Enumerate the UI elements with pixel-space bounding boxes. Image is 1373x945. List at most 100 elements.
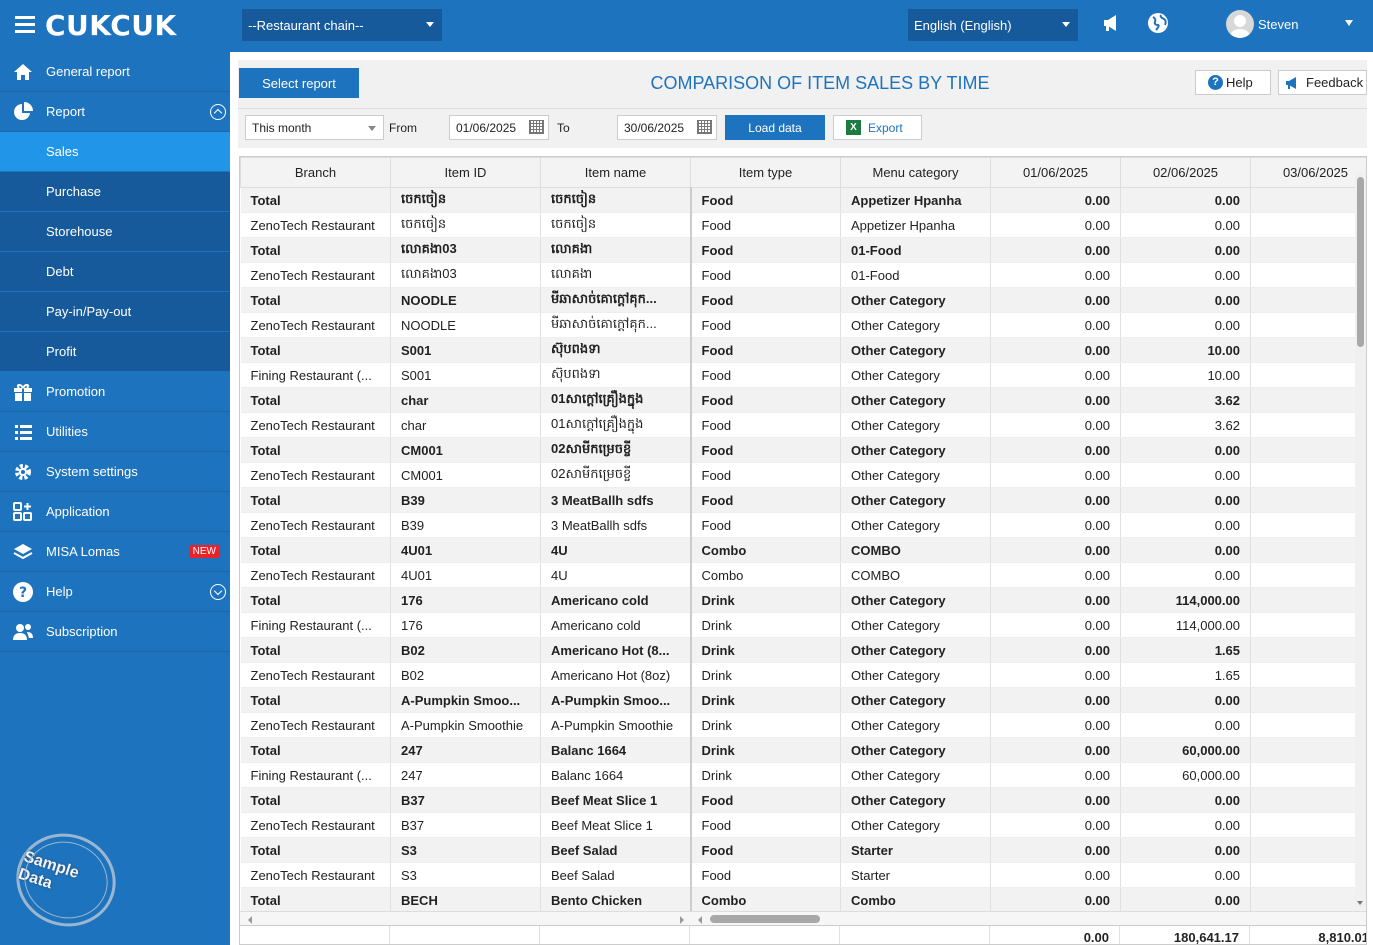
vertical-scrollbar[interactable]	[1355, 172, 1366, 907]
table-row[interactable]: ZenoTech Restaurant B39 3 MeatBallh sdfs Fo…	[240, 512, 1366, 538]
table-row[interactable]: ZenoTech Restaurant char 01សាក្តៅគ្រឿងក្នុ…	[240, 412, 1366, 438]
chevron-down-icon[interactable]	[1345, 20, 1353, 26]
column-header[interactable]: Item type	[690, 157, 841, 188]
to-date-input[interactable]: 30/06/2025	[617, 115, 717, 140]
from-date-input[interactable]: 01/06/2025	[449, 115, 549, 140]
sidebar-item-application[interactable]: Application	[0, 492, 230, 532]
sidebar-item-help[interactable]: ? Help	[0, 572, 230, 612]
table-row[interactable]: ZenoTech Restaurant S3 Beef Salad Food Start…	[240, 862, 1366, 888]
sidebar-item-system-settings[interactable]: System settings	[0, 452, 230, 492]
total-row[interactable]: Total B37 Beef Meat Slice 1 Food Other Categ…	[240, 787, 1366, 813]
column-header[interactable]: 03/06/2025	[1250, 157, 1366, 188]
sidebar-item-general-report[interactable]: General report	[0, 52, 230, 92]
to-date-value: 30/06/2025	[624, 121, 685, 135]
chevron-down-icon[interactable]	[210, 584, 226, 600]
sidebar-item-debt[interactable]: Debt	[0, 252, 230, 292]
chevron-up-icon[interactable]	[210, 104, 226, 120]
megaphone-icon[interactable]	[1102, 13, 1122, 33]
total-row[interactable]: Total B02 Americano Hot (8... Drink Other Ca…	[240, 637, 1366, 663]
total-row[interactable]: Total 176 Americano cold Drink Other Categor…	[240, 587, 1366, 613]
column-header[interactable]: Menu category	[840, 157, 991, 188]
load-data-button[interactable]: Load data	[725, 115, 825, 140]
table-row[interactable]: Fining Restaurant (... 176 Americano cold D…	[240, 612, 1366, 638]
table-cell: Food	[690, 812, 841, 838]
total-row[interactable]: Total NOODLE មីឆាសាច់គោក្តៅគុក... Food Other…	[240, 287, 1366, 313]
gift-icon	[14, 384, 32, 401]
filter-bar: This month From 01/06/2025 To 30/06/2025…	[238, 108, 1367, 148]
table-cell: 0.00	[990, 462, 1121, 488]
table-row[interactable]: ZenoTech Restaurant 4U01 4U Combo COMBO 0.00 0…	[240, 562, 1366, 588]
total-row[interactable]: Total 247 Balanc 1664 Drink Other Category 0.…	[240, 737, 1366, 763]
table-cell: 0.	[1250, 437, 1366, 463]
table-row[interactable]: ZenoTech Restaurant B02 Americano Hot (8oz…	[240, 662, 1366, 688]
help-button[interactable]: ? Help	[1195, 70, 1271, 95]
sidebar-item-storehouse[interactable]: Storehouse	[0, 212, 230, 252]
app-logo[interactable]: CUKCUK	[45, 9, 177, 42]
column-header[interactable]: 01/06/2025	[990, 157, 1121, 188]
scroll-left-arrow[interactable]	[248, 916, 252, 924]
total-row[interactable]: Total ចេកចៀន ចេកចៀន Food Appetizer Hpanha 0.0…	[240, 187, 1366, 213]
calendar-icon[interactable]	[529, 120, 544, 134]
globe-icon[interactable]	[1147, 12, 1169, 34]
calendar-icon[interactable]	[697, 120, 712, 134]
total-row[interactable]: Total BECH Bento Chicken Combo Combo 0.00 0.00…	[240, 887, 1366, 913]
sidebar-item-misa-lomas[interactable]: MISA Lomas NEW	[0, 532, 230, 572]
horizontal-scroll-thumb[interactable]	[710, 915, 820, 923]
feedback-button[interactable]: Feedback	[1278, 70, 1367, 95]
restaurant-chain-select[interactable]: --Restaurant chain--	[242, 9, 442, 41]
scroll-right-arrow[interactable]	[680, 916, 684, 924]
table-cell: 0.00	[1120, 562, 1251, 588]
export-button[interactable]: X Export	[833, 115, 922, 140]
table-row[interactable]: Fining Restaurant (... S001 ស៊ុបពងទា Food Ot…	[240, 362, 1366, 388]
table-cell: Other Category	[840, 337, 991, 363]
total-row[interactable]: Total S001 ស៊ុបពងទា Food Other Category 0.00 1…	[240, 337, 1366, 363]
table-row[interactable]: ZenoTech Restaurant លោគងា03 លោគងា Food 01-Fo…	[240, 262, 1366, 288]
scroll-left-arrow[interactable]	[698, 916, 702, 924]
chevron-down-icon	[1062, 22, 1070, 27]
table-cell: 0.	[1250, 687, 1366, 713]
avatar[interactable]	[1226, 10, 1254, 38]
table-cell: Other Category	[840, 362, 991, 388]
sidebar-item-label: Help	[46, 584, 73, 599]
column-header[interactable]: Item ID	[390, 157, 541, 188]
table-cell: 4U01	[390, 562, 541, 588]
sidebar-item-sales[interactable]: Sales	[0, 132, 230, 172]
select-report-button[interactable]: Select report	[239, 68, 359, 98]
total-row[interactable]: Total CM001 02សាមីកម្រេចខ្ចី Food Other Cate…	[240, 437, 1366, 463]
table-cell: ZenoTech Restaurant	[240, 212, 391, 238]
total-row[interactable]: Total A-Pumpkin Smoo... A-Pumpkin Smoo... D…	[240, 687, 1366, 713]
column-header[interactable]: Branch	[240, 157, 391, 188]
table-cell: Drink	[690, 612, 841, 638]
table-row[interactable]: ZenoTech Restaurant A-Pumpkin Smoothie A-P…	[240, 712, 1366, 738]
table-cell: Balanc 1664	[540, 762, 692, 788]
sidebar-item-profit[interactable]: Profit	[0, 332, 230, 372]
horizontal-scrollbar[interactable]	[240, 911, 1366, 925]
sidebar-item-utilities[interactable]: Utilities	[0, 412, 230, 452]
sidebar-item-pay-in-pay-out[interactable]: Pay-in/Pay-out	[0, 292, 230, 332]
vertical-scroll-thumb[interactable]	[1357, 177, 1364, 347]
table-row[interactable]: ZenoTech Restaurant ចេកចៀន ចេកចៀន Food Appet…	[240, 212, 1366, 238]
sample-data-stamp-text: Sample Data	[16, 848, 81, 893]
column-header[interactable]: 02/06/2025	[1120, 157, 1251, 188]
period-select[interactable]: This month	[245, 115, 384, 140]
sidebar-item-report[interactable]: Report	[0, 92, 230, 132]
language-select[interactable]: English (English)	[908, 9, 1078, 41]
total-row[interactable]: Total B39 3 MeatBallh sdfs Food Other Catego…	[240, 487, 1366, 513]
sidebar-item-subscription[interactable]: Subscription	[0, 612, 230, 652]
column-header[interactable]: Item name	[540, 157, 691, 188]
table-row[interactable]: ZenoTech Restaurant NOODLE មីឆាសាច់គោក្តៅគ…	[240, 312, 1366, 338]
sidebar-item-purchase[interactable]: Purchase	[0, 172, 230, 212]
scroll-down-arrow[interactable]	[1357, 901, 1363, 905]
table-cell: 3.62	[1120, 387, 1251, 413]
table-cell: Food	[690, 262, 841, 288]
menu-icon[interactable]	[15, 16, 35, 34]
username[interactable]: Steven	[1258, 17, 1299, 32]
sidebar-item-promotion[interactable]: Promotion	[0, 372, 230, 412]
table-row[interactable]: Fining Restaurant (... 247 Balanc 1664 Drin…	[240, 762, 1366, 788]
total-row[interactable]: Total char 01សាក្តៅគ្រឿងក្នុង Food Other Cat…	[240, 387, 1366, 413]
table-row[interactable]: ZenoTech Restaurant CM001 02សាមីកម្រេចខ្ចី…	[240, 462, 1366, 488]
